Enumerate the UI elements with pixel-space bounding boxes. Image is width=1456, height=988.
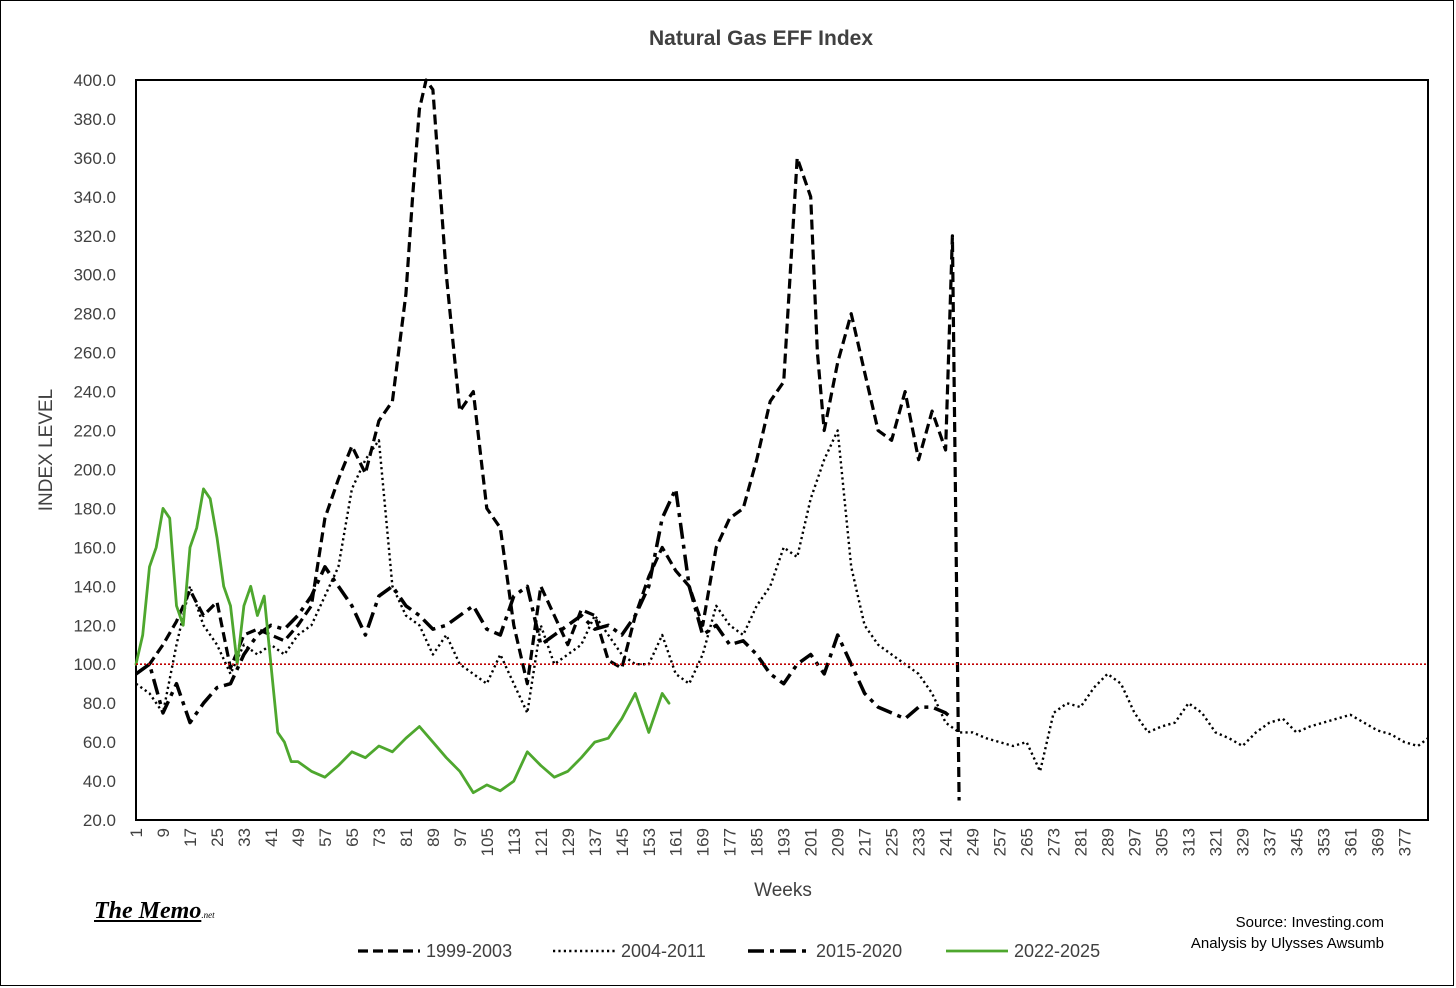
x-tick-label: 185 bbox=[748, 828, 767, 856]
plot-area bbox=[135, 79, 1429, 821]
x-tick-label: 89 bbox=[424, 828, 443, 847]
y-tick-label: 20.0 bbox=[83, 811, 116, 830]
y-axis-title: INDEX LEVEL bbox=[36, 389, 57, 512]
x-tick-label: 321 bbox=[1206, 828, 1225, 856]
y-tick-label: 300.0 bbox=[73, 266, 116, 285]
legend-label-2022-2025: 2022-2025 bbox=[1014, 941, 1100, 961]
y-tick-label: 260.0 bbox=[73, 344, 116, 363]
x-tick-label: 177 bbox=[721, 828, 740, 856]
x-tick-label: 361 bbox=[1341, 828, 1360, 856]
x-tick-label: 169 bbox=[694, 828, 713, 856]
legend-label-2004-2011: 2004-2011 bbox=[621, 941, 706, 961]
y-tick-label: 60.0 bbox=[83, 733, 116, 752]
y-tick-label: 320.0 bbox=[73, 227, 116, 246]
x-tick-label: 249 bbox=[964, 828, 983, 856]
logo-suffix-text: .net bbox=[201, 910, 215, 920]
analysis-credit: Analysis by Ulysses Awsumb bbox=[1191, 935, 1384, 952]
y-tick-label: 240.0 bbox=[73, 383, 116, 402]
y-tick-label: 80.0 bbox=[83, 694, 116, 713]
x-tick-label: 313 bbox=[1179, 828, 1198, 856]
x-tick-label: 193 bbox=[775, 828, 794, 856]
series-line-2015-2020 bbox=[134, 487, 954, 725]
x-tick-label: 65 bbox=[343, 828, 362, 847]
x-tick-label: 233 bbox=[910, 828, 929, 856]
y-tick-label: 140.0 bbox=[73, 577, 116, 596]
y-tick-label: 100.0 bbox=[73, 655, 116, 674]
series-line-2022-2025 bbox=[134, 487, 671, 795]
x-tick-label: 329 bbox=[1233, 828, 1252, 856]
y-tick-label: 340.0 bbox=[73, 188, 116, 207]
x-tick-label: 161 bbox=[667, 828, 686, 856]
x-tick-label: 305 bbox=[1153, 828, 1172, 856]
x-tick-label: 353 bbox=[1314, 828, 1333, 856]
x-tick-label: 273 bbox=[1045, 828, 1064, 856]
logo-main-text: The Memo bbox=[94, 898, 202, 924]
legend-label-1999-2003: 1999-2003 bbox=[426, 941, 512, 961]
x-tick-label: 257 bbox=[991, 828, 1010, 856]
x-tick-label: 105 bbox=[478, 828, 497, 856]
y-tick-label: 280.0 bbox=[73, 305, 116, 324]
x-tick-label: 41 bbox=[262, 828, 281, 847]
chart-title: Natural Gas EFF Index bbox=[649, 27, 873, 50]
x-axis-ticks: 1 9 17 25 33 41 49 57 65 73 81 89 97 105 113 121 129 137 1… bbox=[127, 828, 1414, 856]
x-tick-label: 33 bbox=[235, 828, 254, 847]
x-tick-label: 73 bbox=[370, 828, 389, 847]
y-tick-label: 180.0 bbox=[73, 499, 116, 518]
x-tick-label: 49 bbox=[289, 828, 308, 847]
x-tick-label: 201 bbox=[802, 828, 821, 856]
series-layer bbox=[134, 78, 1429, 801]
x-axis-title: Weeks bbox=[754, 880, 812, 901]
x-tick-label: 81 bbox=[397, 828, 416, 847]
x-tick-label: 377 bbox=[1395, 828, 1414, 856]
x-tick-label: 225 bbox=[883, 828, 902, 856]
x-tick-label: 281 bbox=[1072, 828, 1091, 856]
x-tick-label: 297 bbox=[1126, 828, 1145, 856]
y-tick-label: 220.0 bbox=[73, 422, 116, 441]
legend-label-2015-2020: 2015-2020 bbox=[816, 941, 902, 961]
x-tick-label: 337 bbox=[1260, 828, 1279, 856]
x-tick-label: 145 bbox=[613, 828, 632, 856]
x-tick-label: 217 bbox=[856, 828, 875, 856]
y-tick-label: 160.0 bbox=[73, 538, 116, 557]
x-tick-label: 97 bbox=[451, 828, 470, 847]
y-tick-label: 360.0 bbox=[73, 149, 116, 168]
x-tick-label: 345 bbox=[1287, 828, 1306, 856]
x-tick-label: 265 bbox=[1018, 828, 1037, 856]
x-tick-label: 241 bbox=[937, 828, 956, 856]
y-tick-label: 40.0 bbox=[83, 772, 116, 791]
series-line-2004-2011 bbox=[135, 429, 1429, 773]
x-tick-label: 113 bbox=[505, 828, 524, 855]
x-tick-label: 137 bbox=[586, 828, 605, 856]
y-tick-label: 200.0 bbox=[73, 460, 116, 479]
x-tick-label: 129 bbox=[559, 828, 578, 856]
series-line-1999-2003 bbox=[135, 78, 961, 801]
x-tick-label: 209 bbox=[829, 828, 848, 856]
y-tick-label: 120.0 bbox=[73, 616, 116, 635]
x-tick-label: 57 bbox=[316, 828, 335, 847]
x-tick-label: 121 bbox=[532, 828, 551, 856]
source-credit: Source: Investing.com bbox=[1236, 914, 1384, 931]
y-axis-ticks: 20.0 40.0 60.0 80.0 100.0 120.0 140.0 160.0 180.… bbox=[73, 71, 116, 830]
x-tick-label: 17 bbox=[181, 828, 200, 847]
memo-logo: The Memo.net bbox=[94, 898, 215, 925]
x-tick-label: 153 bbox=[640, 828, 659, 856]
x-tick-label: 289 bbox=[1099, 828, 1118, 856]
x-tick-label: 1 bbox=[127, 828, 146, 837]
y-tick-label: 400.0 bbox=[73, 71, 116, 90]
y-tick-label: 380.0 bbox=[73, 110, 116, 129]
legend: 1999-2003 2004-2011 2015-2020 2022-2025 bbox=[358, 941, 1100, 961]
x-tick-label: 369 bbox=[1368, 828, 1387, 856]
x-tick-label: 9 bbox=[154, 828, 173, 837]
x-tick-label: 25 bbox=[208, 828, 227, 847]
